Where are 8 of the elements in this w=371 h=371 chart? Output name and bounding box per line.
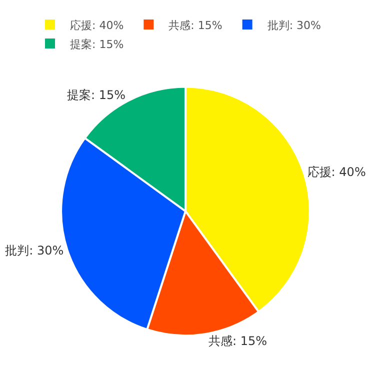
legend-label: 批判: 30%: [267, 18, 321, 32]
slice-label: 提案: 15%: [66, 88, 126, 102]
slice-label: 応援: 40%: [307, 165, 366, 180]
legend-label: 提案: 15%: [70, 38, 124, 51]
legend-label: 応援: 40%: [70, 18, 124, 32]
slice-label: 共感: 15%: [208, 334, 267, 348]
legend-label: 共感: 15%: [168, 18, 222, 32]
slice-label: 批判: 30%: [5, 243, 64, 258]
